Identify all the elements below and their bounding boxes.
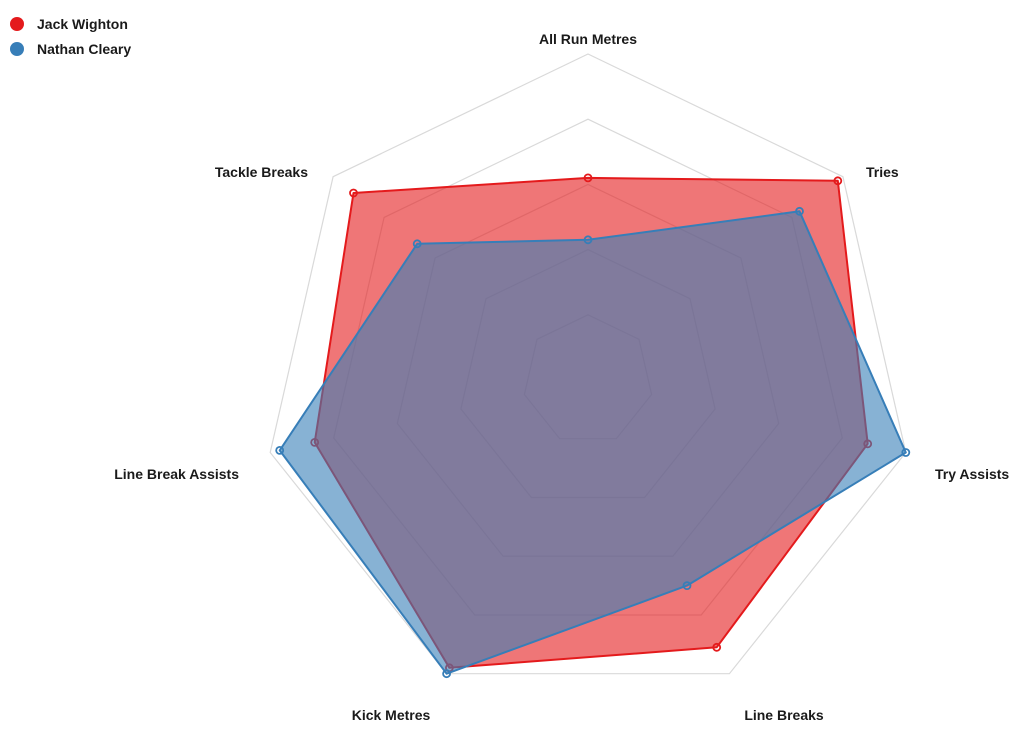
axis-label-tackle-breaks: Tackle Breaks — [215, 164, 308, 180]
axis-label-line-breaks: Line Breaks — [744, 707, 824, 723]
data-point-nathan-cleary-tries[interactable] — [795, 206, 804, 216]
data-point-nathan-cleary-try-assists[interactable] — [901, 448, 911, 457]
legend: Jack Wighton Nathan Cleary — [10, 11, 131, 61]
data-point-nathan-cleary-line-break-assists[interactable] — [275, 445, 285, 455]
axis-label-all-run-metres: All Run Metres — [539, 31, 637, 47]
series-area-nathan-cleary[interactable] — [278, 210, 907, 675]
legend-swatch-nathan-cleary — [10, 41, 24, 56]
data-point-jack-wighton-line-breaks[interactable] — [712, 642, 722, 652]
data-point-nathan-cleary-kick-metres[interactable] — [442, 669, 452, 679]
legend-label-jack-wighton: Jack Wighton — [37, 15, 128, 32]
legend-swatch-jack-wighton — [10, 16, 24, 31]
axis-label-line-break-assists: Line Break Assists — [114, 466, 239, 482]
data-point-jack-wighton-all-run-metres[interactable] — [583, 173, 593, 183]
axis-labels: All Run Metres Tries Try Assists Line Break… — [114, 31, 1009, 723]
legend-label-nathan-cleary: Nathan Cleary — [37, 40, 132, 57]
data-point-nathan-cleary-line-breaks[interactable] — [682, 581, 692, 590]
legend-item-jack-wighton[interactable]: Jack Wighton — [10, 11, 131, 36]
data-point-nathan-cleary-tackle-breaks[interactable] — [412, 239, 422, 249]
axis-label-kick-metres: Kick Metres — [352, 707, 431, 723]
grid-ring-5 — [269, 53, 907, 675]
axis-label-try-assists: Try Assists — [935, 466, 1009, 482]
legend-item-nathan-cleary[interactable]: Nathan Cleary — [10, 36, 131, 61]
data-point-jack-wighton-tries[interactable] — [833, 176, 843, 186]
data-point-nathan-cleary-all-run-metres[interactable] — [583, 235, 593, 245]
data-point-jack-wighton-tackle-breaks[interactable] — [349, 188, 358, 198]
axis-label-tries: Tries — [866, 164, 899, 180]
series-layer — [275, 173, 911, 679]
